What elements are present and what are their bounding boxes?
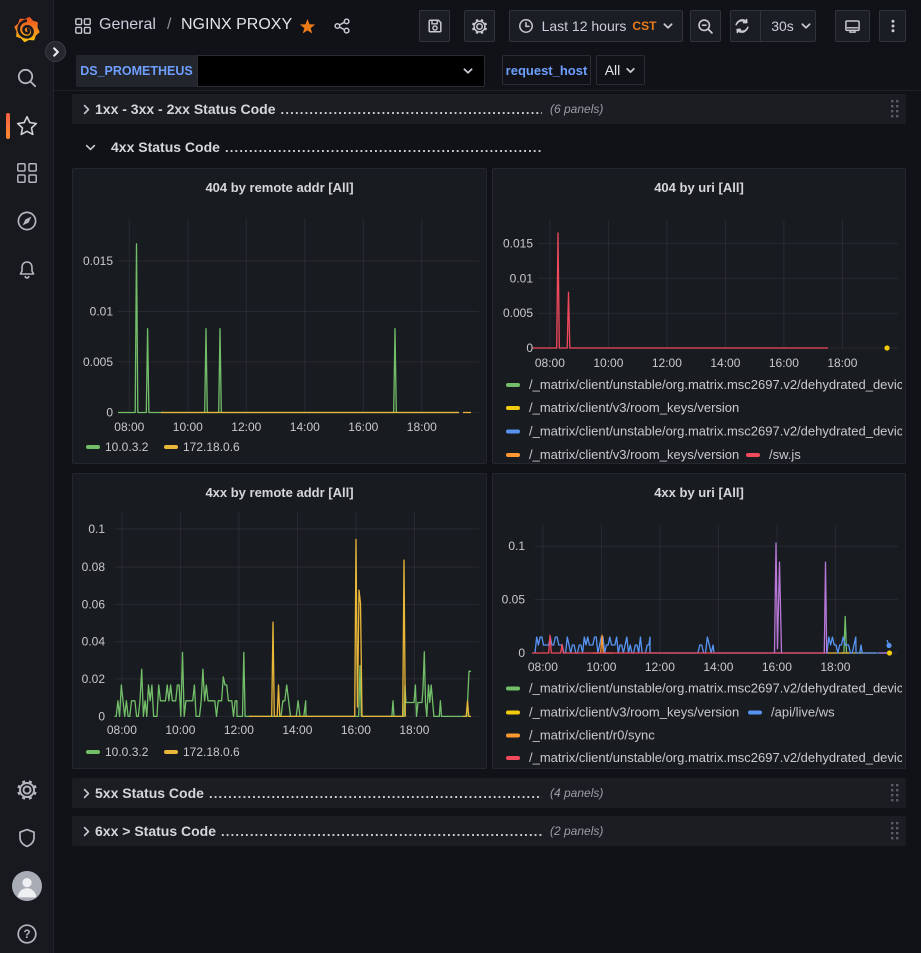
svg-text:0.01: 0.01 <box>510 271 534 285</box>
svg-text:0.05: 0.05 <box>502 593 526 607</box>
svg-text:/_matrix/client/v3/room_keys/v: /_matrix/client/v3/room_keys/version <box>529 705 739 720</box>
svg-text:16:00: 16:00 <box>769 356 799 370</box>
svg-text:0.015: 0.015 <box>503 237 533 251</box>
svg-text:10.0.3.2: 10.0.3.2 <box>105 745 149 759</box>
svg-text:0.1: 0.1 <box>508 539 525 553</box>
svg-text:16:00: 16:00 <box>762 660 792 674</box>
svg-text:18:00: 18:00 <box>827 356 857 370</box>
svg-text:18:00: 18:00 <box>820 660 850 674</box>
svg-text:0: 0 <box>98 709 105 723</box>
svg-text:/_matrix/client/v3/room_keys/v: /_matrix/client/v3/room_keys/version <box>529 447 739 462</box>
svg-text:/_matrix/client/unstable/org.m: /_matrix/client/unstable/org.matrix.msc2… <box>529 377 906 392</box>
svg-text:14:00: 14:00 <box>703 660 733 674</box>
svg-text:10:00: 10:00 <box>173 420 203 434</box>
svg-text:/api/live/ws: /api/live/ws <box>771 705 835 720</box>
svg-text:0.1: 0.1 <box>88 522 105 536</box>
svg-text:0.005: 0.005 <box>503 306 533 320</box>
svg-text:12:00: 12:00 <box>652 356 682 370</box>
svg-text:0.04: 0.04 <box>82 635 106 649</box>
svg-text:14:00: 14:00 <box>282 723 312 737</box>
svg-text:18:00: 18:00 <box>407 420 437 434</box>
svg-text:08:00: 08:00 <box>107 723 137 737</box>
svg-text:08:00: 08:00 <box>528 660 558 674</box>
svg-text:08:00: 08:00 <box>535 356 565 370</box>
svg-text:18:00: 18:00 <box>399 723 429 737</box>
svg-text:0.06: 0.06 <box>82 597 106 611</box>
svg-text:172.18.0.6: 172.18.0.6 <box>183 745 240 759</box>
svg-text:0.015: 0.015 <box>83 254 113 268</box>
svg-text:172.18.0.6: 172.18.0.6 <box>183 440 240 454</box>
svg-text:14:00: 14:00 <box>290 420 320 434</box>
svg-text:0.02: 0.02 <box>82 672 106 686</box>
svg-text:10:00: 10:00 <box>593 356 623 370</box>
svg-text:10.0.3.2: 10.0.3.2 <box>105 440 149 454</box>
svg-text:/sw.js: /sw.js <box>769 447 801 462</box>
svg-text:0: 0 <box>518 646 525 660</box>
svg-text:12:00: 12:00 <box>231 420 261 434</box>
svg-text:0: 0 <box>526 341 533 355</box>
svg-text:12:00: 12:00 <box>645 660 675 674</box>
svg-text:/_matrix/client/r0/sync: /_matrix/client/r0/sync <box>529 728 655 743</box>
svg-text:10:00: 10:00 <box>165 723 195 737</box>
svg-text:10:00: 10:00 <box>586 660 616 674</box>
svg-text:0: 0 <box>106 406 113 420</box>
svg-text:0.08: 0.08 <box>82 560 106 574</box>
svg-text:/_matrix/client/v3/room_keys/v: /_matrix/client/v3/room_keys/version <box>529 400 739 415</box>
svg-text:0.005: 0.005 <box>83 355 113 369</box>
svg-text:16:00: 16:00 <box>341 723 371 737</box>
svg-text:12:00: 12:00 <box>224 723 254 737</box>
svg-text:/_matrix/client/unstable/org.m: /_matrix/client/unstable/org.matrix.msc2… <box>529 750 906 765</box>
svg-text:/_matrix/client/unstable/org.m: /_matrix/client/unstable/org.matrix.msc2… <box>529 424 906 439</box>
svg-text:/_matrix/client/unstable/org.m: /_matrix/client/unstable/org.matrix.msc2… <box>529 681 906 696</box>
svg-text:16:00: 16:00 <box>348 420 378 434</box>
svg-text:14:00: 14:00 <box>710 356 740 370</box>
svg-text:0.01: 0.01 <box>90 305 114 319</box>
svg-text:08:00: 08:00 <box>114 420 144 434</box>
svg-text:?: ? <box>23 929 30 941</box>
